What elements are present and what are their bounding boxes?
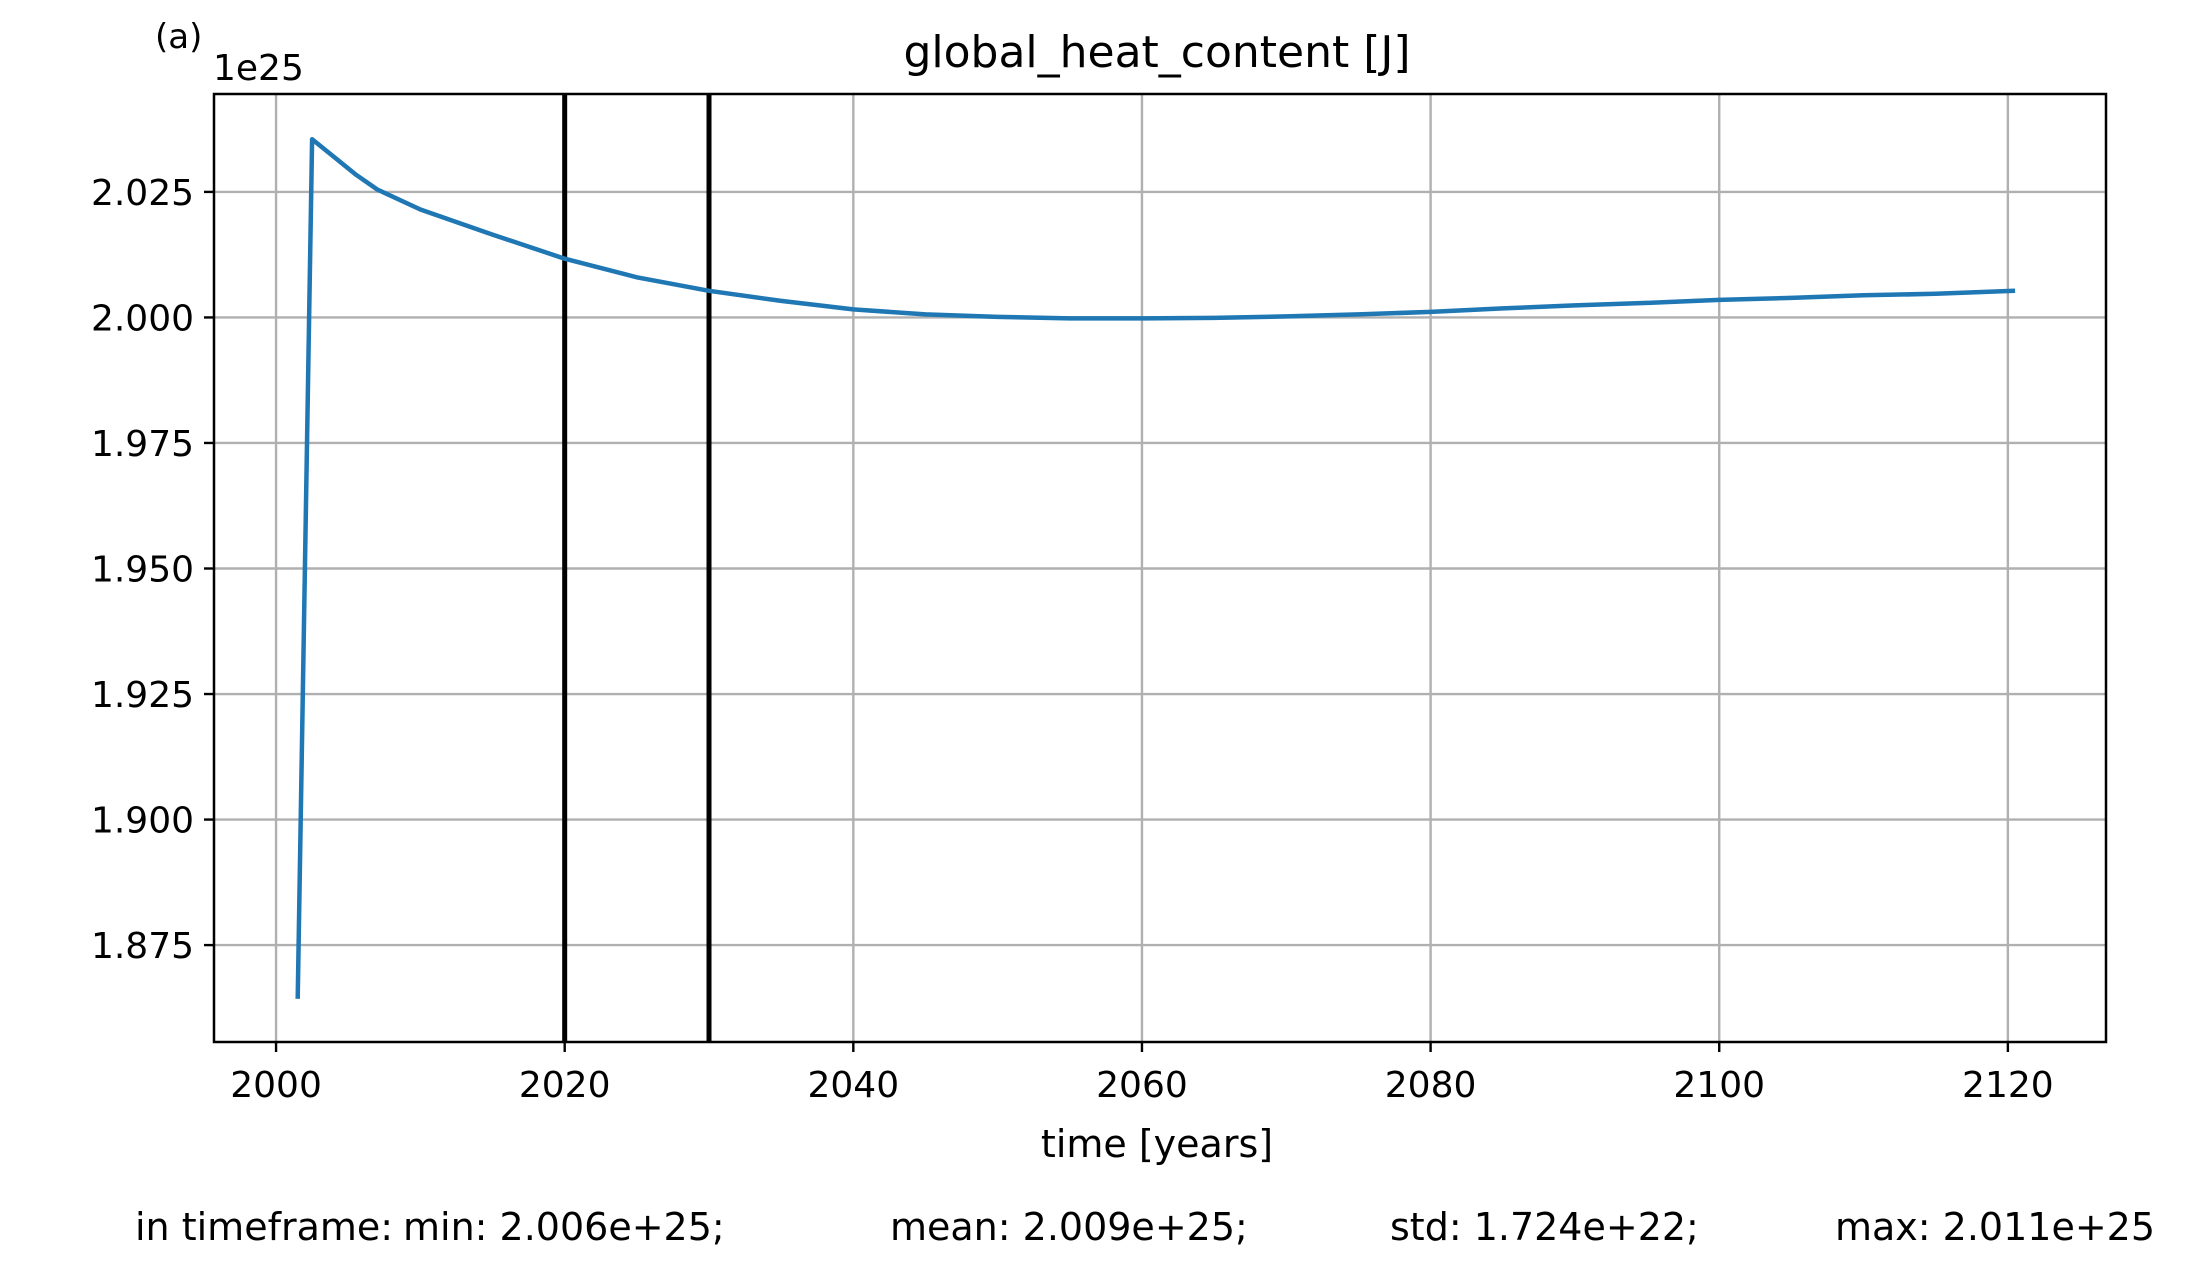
stats-min: min: 2.006e+25; [403, 1205, 725, 1249]
y-tick-label: 1.875 [91, 926, 194, 967]
panel-label: (a) [155, 17, 202, 57]
y-tick-label: 1.900 [91, 801, 194, 842]
vertical-markers [562, 94, 712, 1042]
x-axis-label: time [years] [1041, 1122, 1273, 1166]
x-tick-label: 2000 [230, 1065, 322, 1106]
y-tick-label: 1.975 [91, 424, 194, 465]
y-tick-label: 1.925 [91, 675, 194, 716]
stats-mean: mean: 2.009e+25; [890, 1205, 1248, 1249]
y-tick-label: 1.950 [91, 550, 194, 591]
y-axis-ticks: 1.875 1.900 1.925 1.950 1.975 2.000 2.025 [91, 173, 214, 967]
y-tick-label: 2.025 [91, 173, 194, 214]
x-tick-label: 2080 [1385, 1065, 1477, 1106]
x-tick-label: 2040 [808, 1065, 900, 1106]
y-offset-label: 1e25 [213, 48, 304, 89]
x-tick-label: 2100 [1673, 1065, 1765, 1106]
series-layer [295, 136, 2016, 999]
x-tick-label: 2020 [519, 1065, 611, 1106]
stats-max: max: 2.011e+25 [1835, 1205, 2155, 1249]
stats-std: std: 1.724e+22; [1390, 1205, 1699, 1249]
x-tick-label: 2060 [1096, 1065, 1188, 1106]
y-tick-label: 2.000 [91, 298, 194, 339]
stats-line: in timeframe: min: 2.006e+25; mean: 2.00… [135, 1205, 2155, 1249]
series-line [295, 136, 2016, 999]
x-axis-ticks: 2000 2020 2040 2060 2080 2100 2120 [230, 1042, 2054, 1106]
chart-title: global_heat_content [J] [903, 27, 1410, 78]
stats-prefix: in timeframe: [135, 1205, 393, 1249]
x-tick-label: 2120 [1962, 1065, 2054, 1106]
